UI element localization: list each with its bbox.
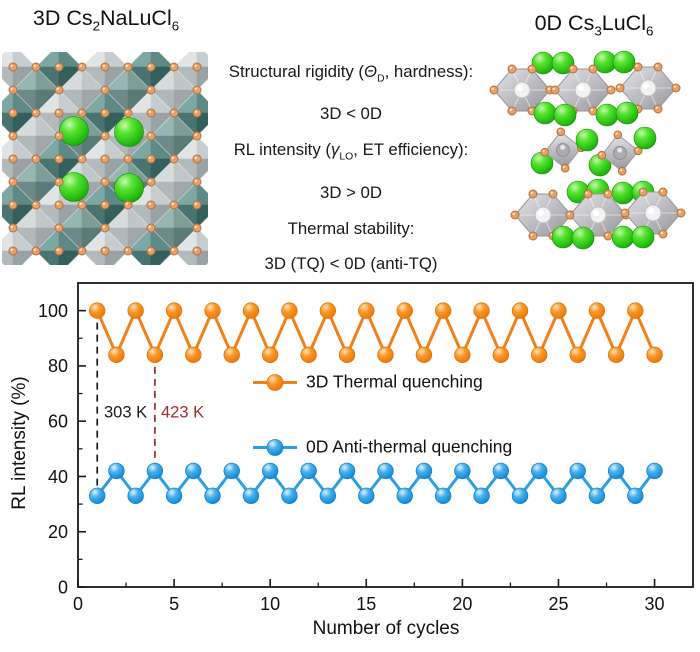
svg-text:0: 0 bbox=[58, 577, 68, 597]
plot-canvas: 0 5 10 15 20 25 30 0 20 40 60 80 100 bbox=[38, 282, 694, 614]
right-title-sub1: 3 bbox=[594, 23, 602, 39]
comparison-1-line2: 3D < 0D bbox=[319, 104, 383, 124]
left-title-text2: NaLuCl bbox=[100, 6, 172, 30]
left-structure-title: 3D Cs2NaLuCl6 bbox=[0, 6, 212, 33]
comparison-2-line2: 3D > 0D bbox=[319, 182, 383, 202]
crystal-structure-3d-icon bbox=[2, 52, 208, 265]
comparison-2-line1: RL intensity (γLO, ET efficiency): bbox=[205, 136, 497, 171]
comparison-text-block: Structural rigidity (ΘD, hardness): 3D <… bbox=[205, 58, 497, 285]
x-axis-title: Number of cycles bbox=[312, 618, 460, 639]
comparison-3-line1: Thermal stability: bbox=[205, 215, 497, 243]
legend-item-0d: 0D Anti-thermal quenching bbox=[252, 437, 512, 458]
legend-marker-blue-sphere-icon bbox=[253, 438, 297, 456]
cmp2-post: , ET efficiency): bbox=[353, 140, 469, 160]
svg-text:30: 30 bbox=[645, 594, 665, 614]
svg-text:5: 5 bbox=[169, 594, 179, 614]
legend-label-3d: 3D Thermal quenching bbox=[306, 371, 483, 392]
annotation-303k: 303 K bbox=[104, 403, 148, 422]
gamma-symbol: γ bbox=[331, 140, 340, 160]
svg-text:0: 0 bbox=[73, 594, 83, 614]
legend-item-3d: 3D Thermal quenching bbox=[252, 372, 483, 393]
theta-symbol: Θ bbox=[364, 62, 378, 81]
annotation-423k: 423 K bbox=[161, 403, 205, 422]
cmp1-sub: D bbox=[377, 73, 385, 85]
cmp1-post: , hardness): bbox=[384, 62, 474, 81]
svg-text:100: 100 bbox=[38, 301, 68, 321]
legend-label-0d: 0D Anti-thermal quenching bbox=[306, 436, 513, 457]
comparison-3-line2: 3D (TQ) < 0D (anti-TQ) bbox=[264, 253, 438, 273]
right-title-text2: LuCl bbox=[601, 11, 646, 35]
cmp1-pre: Structural rigidity ( bbox=[228, 62, 364, 81]
svg-text:10: 10 bbox=[260, 594, 280, 614]
right-title-sub2: 6 bbox=[645, 23, 654, 39]
svg-text:20: 20 bbox=[452, 594, 472, 614]
right-structure-title: 0D Cs3LuCl6 bbox=[488, 11, 700, 38]
legend-marker-orange-sphere-icon bbox=[253, 373, 297, 391]
cmp2-sub: LO bbox=[339, 151, 354, 163]
left-title-text: 3D Cs bbox=[32, 6, 93, 30]
comparison-1-line1: Structural rigidity (ΘD, hardness): bbox=[205, 58, 497, 93]
crystal-structure-0d-icon bbox=[489, 50, 686, 250]
rl-cycling-chart: 0 5 10 15 20 25 30 0 20 40 60 80 100 RL intensity (%… bbox=[0, 270, 700, 652]
cmp2-pre: RL intensity ( bbox=[233, 140, 331, 160]
cmp3-pre: Thermal stability: bbox=[287, 218, 415, 238]
svg-text:25: 25 bbox=[548, 594, 568, 614]
svg-text:15: 15 bbox=[356, 594, 376, 614]
svg-text:80: 80 bbox=[48, 356, 68, 376]
y-axis-title: RL intensity (%) bbox=[9, 376, 30, 510]
svg-text:20: 20 bbox=[48, 522, 68, 542]
right-title-text: 0D Cs bbox=[534, 11, 595, 35]
left-title-sub2: 6 bbox=[171, 18, 180, 34]
svg-text:60: 60 bbox=[48, 411, 68, 431]
svg-text:40: 40 bbox=[48, 467, 68, 487]
left-title-sub1: 2 bbox=[92, 18, 101, 34]
